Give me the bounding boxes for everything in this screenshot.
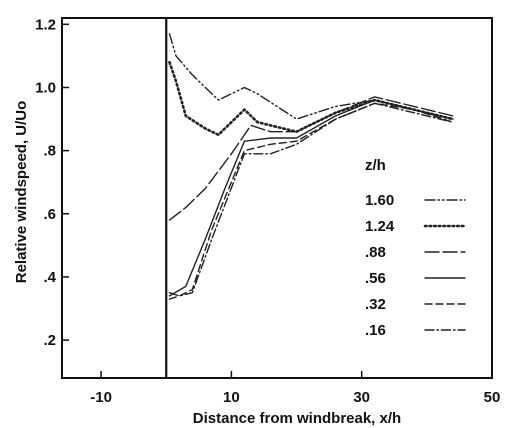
legend-label: .88	[365, 244, 386, 261]
plot-area: .2 .4 .6 .8 1.0 1.2 -10 10 30 50	[35, 16, 500, 406]
plot-frame	[61, 17, 493, 379]
legend: z/h 1.60 1.24 .88 .56 .32 .16	[365, 157, 467, 339]
x-tick-label: 30	[353, 389, 370, 406]
legend-label: 1.60	[365, 192, 394, 209]
series-line-0	[168, 33, 454, 120]
legend-label: .32	[365, 296, 386, 313]
series-line-4	[168, 102, 454, 300]
y-tick-label: .6	[43, 206, 56, 223]
series-line-5	[168, 102, 454, 297]
y-tick-label: .8	[43, 143, 56, 160]
legend-title: z/h	[365, 157, 386, 174]
legend-label: 1.24	[365, 218, 395, 235]
x-axis-label: Distance from windbreak, x/h	[193, 410, 401, 427]
y-tick-label: 1.2	[35, 16, 56, 33]
legend-label: .56	[365, 270, 386, 287]
y-axis-label: Relative windspeed, U/Uo	[13, 101, 30, 284]
y-tick-label: .4	[43, 269, 56, 286]
series-line-2	[168, 96, 454, 221]
y-tick-label: .2	[43, 332, 56, 349]
x-tick-label: -10	[90, 389, 112, 406]
y-tick-label: 1.0	[35, 79, 56, 96]
x-tick-label: 50	[484, 389, 501, 406]
x-tick-label: 10	[223, 389, 240, 406]
series-line-3	[168, 99, 454, 297]
legend-label: .16	[365, 322, 386, 339]
